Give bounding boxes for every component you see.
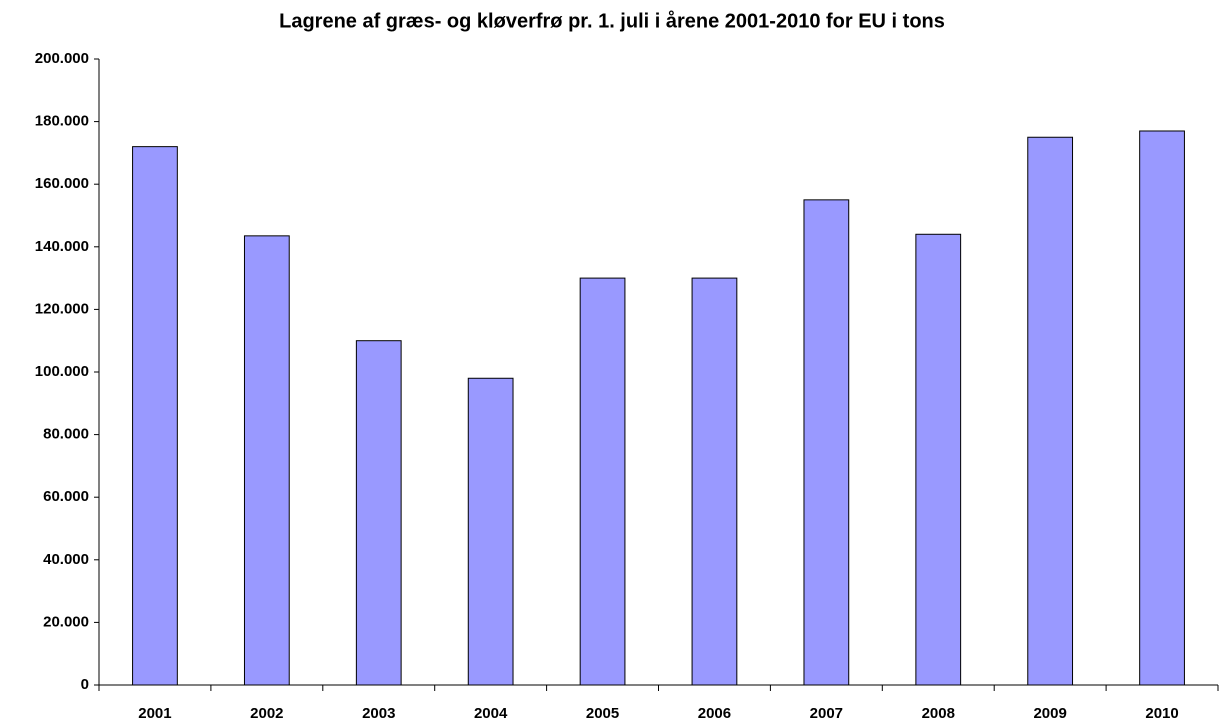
bar	[467, 377, 514, 686]
bar	[1139, 130, 1185, 686]
x-tick-label: 2002	[250, 705, 283, 722]
x-tick-label: 2001	[138, 705, 171, 722]
x-tick-label: 2009	[1033, 705, 1066, 722]
x-tick-label: 2004	[474, 705, 508, 722]
y-tick-label: 0	[81, 676, 89, 693]
x-tick-label: 2006	[698, 705, 731, 722]
y-tick-label: 20.000	[43, 613, 89, 630]
y-tick-label: 120.000	[35, 300, 89, 317]
bar	[355, 340, 402, 686]
bar	[915, 233, 962, 686]
x-tick-label: 2007	[810, 705, 843, 722]
bar	[243, 235, 290, 686]
bar	[579, 277, 626, 686]
y-tick-label: 100.000	[35, 363, 89, 380]
bar	[803, 199, 850, 686]
x-tick-label: 2003	[362, 705, 395, 722]
y-tick-label: 140.000	[35, 238, 89, 255]
y-tick-label: 40.000	[43, 551, 89, 568]
y-tick-label: 200.000	[35, 50, 89, 67]
chart-title: Lagrene af græs- og kløverfrø pr. 1. jul…	[279, 9, 945, 32]
y-tick-label: 60.000	[43, 488, 89, 505]
bar	[1027, 136, 1074, 686]
bar	[691, 277, 738, 686]
x-tick-label: 2005	[586, 705, 619, 722]
y-tick-label: 80.000	[43, 426, 89, 443]
bar	[132, 146, 178, 686]
y-tick-label: 180.000	[35, 113, 89, 130]
x-tick-label: 2010	[1145, 705, 1178, 722]
x-tick-label: 2008	[922, 705, 955, 722]
y-tick-label: 160.000	[35, 175, 89, 192]
